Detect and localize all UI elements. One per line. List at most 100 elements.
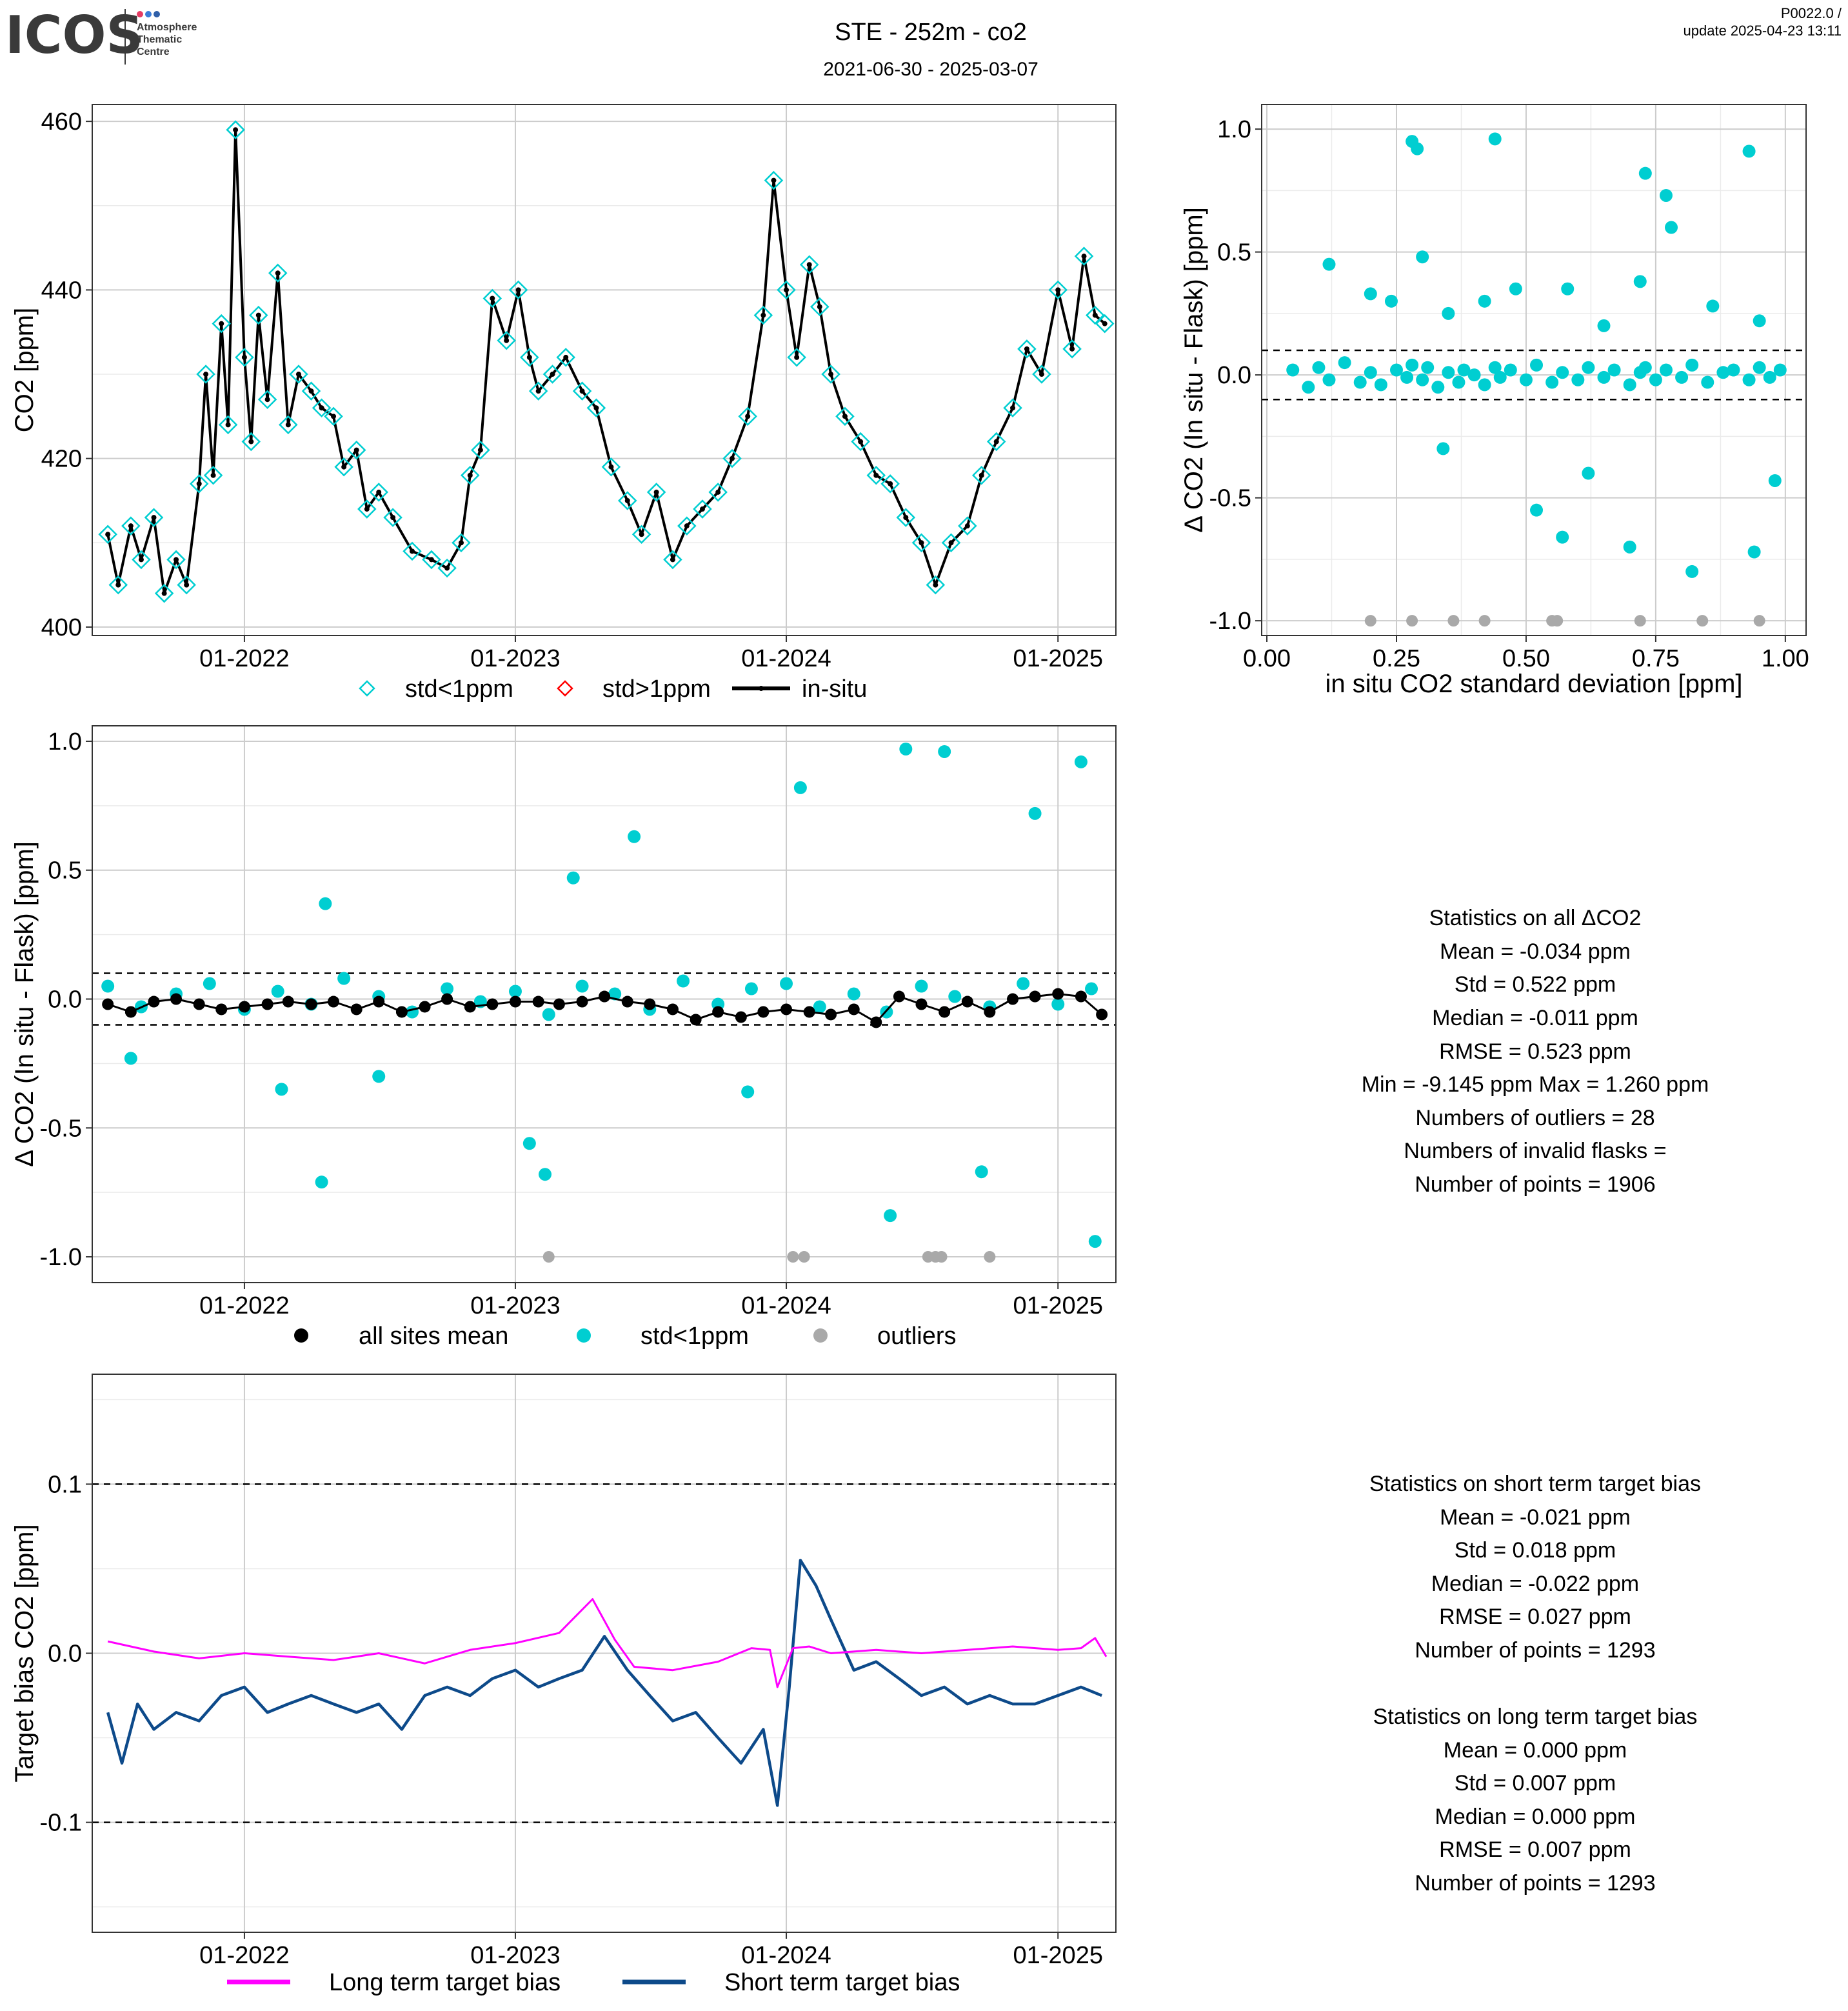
std-lt-1ppm-marker xyxy=(154,583,174,603)
x-tick-label: 01-2024 xyxy=(741,1942,831,1969)
std-lt-1ppm-marker xyxy=(189,474,209,494)
y-tick-label: 0.5 xyxy=(48,857,82,885)
legend-std-lt-1ppm-label-3: std<1ppm xyxy=(641,1323,749,1350)
std-lt-1ppm-marker xyxy=(268,263,288,283)
outlier-point xyxy=(935,1251,948,1263)
insitu-point xyxy=(903,515,909,521)
x-tick-label: 0.25 xyxy=(1373,645,1420,672)
stats-long-title: Statistics on long term target bias xyxy=(1373,1705,1698,1729)
all-sites-mean-point xyxy=(893,990,905,1003)
std-lt-1ppm-point xyxy=(1509,282,1522,295)
std-lt-1ppm-point xyxy=(441,982,454,995)
std-lt-1ppm-point xyxy=(1685,358,1699,372)
std-lt-1ppm-point xyxy=(1556,366,1569,379)
std-lt-1ppm-marker xyxy=(810,297,830,317)
outlier-point xyxy=(1478,615,1491,627)
y-tick-label: 460 xyxy=(41,108,82,135)
all-sites-mean-point xyxy=(780,1003,793,1016)
insitu-point xyxy=(933,582,939,588)
all-sites-mean-point xyxy=(305,998,317,1010)
std-lt-1ppm-marker xyxy=(241,432,261,452)
insitu-point xyxy=(308,388,314,394)
std-lt-1ppm-point xyxy=(780,977,793,990)
y-tick-label: 0.0 xyxy=(48,986,82,1014)
std-lt-1ppm-point xyxy=(1493,370,1507,384)
legend-insitu-point xyxy=(759,686,764,691)
std-lt-1ppm-marker xyxy=(1048,280,1068,300)
std-lt-1ppm-marker xyxy=(166,550,186,570)
all-sites-mean-point xyxy=(102,998,114,1010)
short-term-bias-line xyxy=(106,1559,1102,1807)
std-lt-1ppm-point xyxy=(1716,366,1730,379)
insitu-point xyxy=(504,337,510,343)
std-lt-1ppm-point xyxy=(203,977,216,990)
insitu-point xyxy=(353,447,359,453)
logo-wordmark: ICOS xyxy=(5,5,143,65)
y-axis-label: Δ CO2 (In situ - Flask) [ppm] xyxy=(10,841,39,1167)
all-sites-mean-point xyxy=(599,990,611,1003)
stats-short-median: Median = -0.022 ppm xyxy=(1431,1572,1639,1596)
stats-long-npoints: Number of points = 1293 xyxy=(1415,1871,1655,1896)
stats-target-bias: Statistics on short term target bias Mea… xyxy=(1369,1472,1701,1896)
stats-short-mean: Mean = -0.021 ppm xyxy=(1440,1505,1631,1530)
std-lt-1ppm-marker xyxy=(1086,305,1105,325)
std-lt-1ppm-point xyxy=(793,781,807,794)
std-lt-1ppm-marker xyxy=(196,365,215,384)
insitu-point xyxy=(241,354,247,360)
x-tick-label: 01-2025 xyxy=(1013,1292,1103,1319)
stats-short-npoints: Number of points = 1293 xyxy=(1415,1638,1655,1663)
std-lt-1ppm-point xyxy=(522,1137,536,1150)
std-lt-1ppm-point xyxy=(1649,373,1662,386)
date-range: 2021-06-30 - 2025-03-07 xyxy=(823,59,1038,80)
all-sites-mean-point xyxy=(939,1006,951,1018)
all-sites-mean-point xyxy=(170,993,183,1005)
std-lt-1ppm-marker xyxy=(402,541,422,561)
std-lt-1ppm-marker xyxy=(121,516,141,535)
insitu-point xyxy=(794,354,800,360)
std-lt-1ppm-point xyxy=(1753,361,1766,374)
std-lt-1ppm-point xyxy=(1582,466,1595,480)
std-lt-1ppm-point xyxy=(508,985,522,998)
std-lt-1ppm-marker xyxy=(289,365,308,384)
y-tick-label: 1.0 xyxy=(1217,116,1251,143)
logo-dot-red xyxy=(137,11,143,17)
std-lt-1ppm-marker xyxy=(249,305,268,325)
std-lt-1ppm-marker xyxy=(1074,246,1094,266)
std-lt-1ppm-point xyxy=(1406,358,1419,372)
logo-dot-blue xyxy=(145,11,152,17)
y-tick-label: 0.5 xyxy=(1217,239,1251,266)
std-lt-1ppm-point xyxy=(1421,361,1435,374)
x-tick-label: 01-2022 xyxy=(199,1292,289,1319)
std-lt-1ppm-point xyxy=(1416,250,1429,264)
update-label: update 2025-04-23 13:11 xyxy=(1684,23,1842,39)
stats-all-minmax: Min = -9.145 ppm Max = 1.260 ppm xyxy=(1362,1072,1709,1097)
insitu-point xyxy=(993,439,999,445)
std-lt-1ppm-point xyxy=(1623,378,1636,392)
std-lt-1ppm-point xyxy=(406,1005,419,1019)
all-sites-mean-point xyxy=(803,1006,815,1018)
std-lt-1ppm-point xyxy=(1665,221,1678,234)
stats-long-mean: Mean = 0.000 ppm xyxy=(1444,1738,1627,1763)
std-lt-1ppm-marker xyxy=(1032,365,1051,384)
insitu-point xyxy=(730,455,735,461)
std-lt-1ppm-point xyxy=(1436,442,1450,455)
std-lt-1ppm-point xyxy=(813,1000,826,1014)
std-lt-1ppm-marker xyxy=(324,406,343,426)
icos-logo: ICOS Atmosphere Thematic Centre xyxy=(5,5,197,65)
std-lt-1ppm-point xyxy=(744,982,758,995)
std-lt-1ppm-point xyxy=(1467,368,1481,382)
insitu-point xyxy=(341,464,347,470)
std-lt-1ppm-point xyxy=(1633,275,1647,288)
all-sites-mean-point xyxy=(282,995,294,1008)
std-lt-1ppm-point xyxy=(1051,997,1065,1011)
insitu-point xyxy=(477,447,483,453)
std-lt-1ppm-marker xyxy=(777,280,796,300)
insitu-point xyxy=(1069,346,1075,352)
logo-sub-2: Thematic xyxy=(137,34,182,45)
std-lt-1ppm-point xyxy=(372,1070,386,1083)
insitu-point xyxy=(873,472,879,478)
legend-std-gt-1ppm-label: std>1ppm xyxy=(602,675,711,703)
x-tick-label: 01-2025 xyxy=(1013,1942,1103,1969)
std-lt-1ppm-point xyxy=(124,1052,137,1065)
std-lt-1ppm-marker xyxy=(226,120,245,139)
